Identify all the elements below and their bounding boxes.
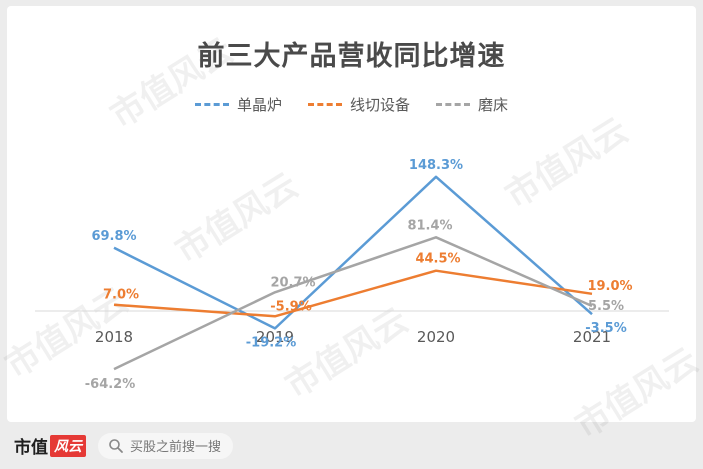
legend-swatch: [307, 103, 342, 106]
brand-mark: 风云: [50, 434, 86, 457]
data-label: 7.0%: [103, 288, 139, 303]
brand-text: 市值: [14, 438, 48, 458]
legend-label: 线切设备: [349, 96, 410, 114]
data-label: 44.5%: [415, 252, 460, 267]
data-label: 5.5%: [588, 299, 624, 314]
data-label: 81.4%: [407, 218, 452, 233]
legend-swatch: [194, 103, 229, 106]
footer: 市值 风云 买股之前搜一搜: [0, 422, 703, 469]
legend-swatch: [436, 103, 470, 106]
legend-item: 线切设备: [307, 94, 410, 115]
data-label: -19.2%: [246, 335, 297, 350]
x-tick-label: 2018: [95, 328, 133, 346]
search-bar[interactable]: 买股之前搜一搜: [98, 432, 234, 459]
line-chart: 2018 2019 2020 2021 69.8% -19.2% 148.3% -3.5% 7.…: [35, 158, 669, 392]
legend-label: 磨床: [478, 96, 509, 114]
chart-legend: 单晶炉 线切设备 磨床: [7, 94, 696, 115]
search-placeholder: 买股之前搜一搜: [130, 440, 222, 455]
series-line-1: [113, 269, 593, 318]
series-line-0: [113, 175, 593, 330]
x-tick-label: 2020: [417, 328, 455, 346]
x-tick-label: 2019: [256, 328, 294, 346]
legend-label: 单晶炉: [236, 96, 282, 114]
data-label: 20.7%: [270, 275, 315, 290]
data-label: 69.8%: [91, 229, 136, 244]
chart-card: 市值风云 市值风云 市值风云 市值风云 市值风云 市值风云 前三大产品营收同比增…: [0, 6, 703, 446]
brand-logo: 市值 风云: [14, 433, 86, 458]
chart-title: 前三大产品营收同比增速: [197, 41, 506, 72]
data-label: 19.0%: [587, 279, 632, 294]
data-label: 148.3%: [409, 158, 463, 173]
search-icon: [109, 438, 123, 453]
data-label: -64.2%: [85, 377, 136, 392]
data-label: -5.9%: [270, 299, 311, 314]
x-tick-label: 2021: [573, 328, 611, 346]
legend-item: 磨床: [436, 94, 508, 115]
data-label: -3.5%: [585, 321, 626, 336]
legend-item: 单晶炉: [194, 94, 282, 115]
series-line-2: [113, 236, 593, 371]
